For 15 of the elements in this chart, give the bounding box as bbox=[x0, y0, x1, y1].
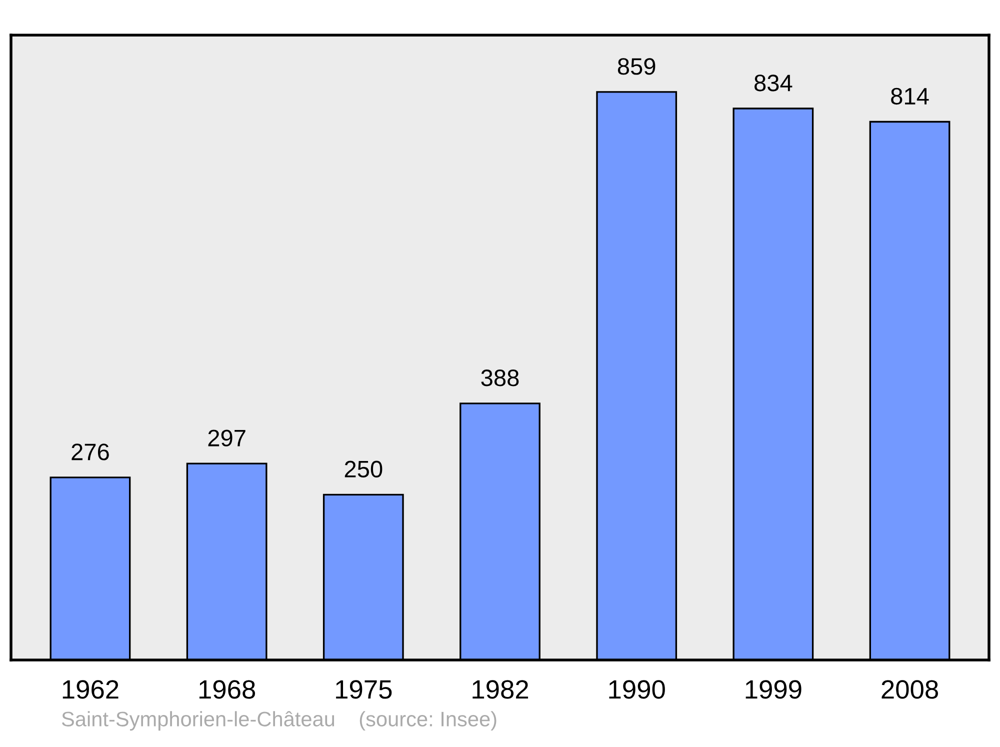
x-tick-label: 1975 bbox=[336, 680, 392, 699]
data-label: 297 bbox=[208, 430, 246, 446]
x-tick-label: 1999 bbox=[746, 680, 802, 699]
x-tick-label: 1990 bbox=[609, 680, 665, 699]
x-tick-label: 1982 bbox=[472, 680, 528, 699]
text: Saint-Symphorien-le-Château (source: Insee) bbox=[62, 711, 496, 731]
data-label: 388 bbox=[481, 370, 519, 386]
data-label: 814 bbox=[891, 88, 929, 105]
x-tick-label: 1968 bbox=[199, 680, 256, 699]
x-tick-label: 2008 bbox=[882, 680, 938, 699]
data-label: 859 bbox=[618, 58, 656, 75]
x-tick-label: 1962 bbox=[62, 680, 118, 699]
data-label: 250 bbox=[344, 460, 382, 478]
data-label: 276 bbox=[72, 444, 109, 460]
data-label: 834 bbox=[754, 74, 792, 92]
